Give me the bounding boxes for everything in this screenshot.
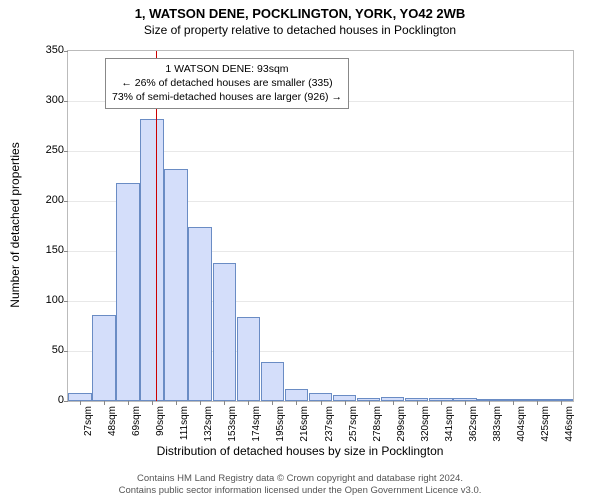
x-tick-label: 446sqm (564, 406, 600, 442)
bar (188, 227, 212, 401)
annotation-line2: ← 26% of detached houses are smaller (33… (112, 76, 342, 90)
bar (140, 119, 164, 401)
footer-attribution: Contains HM Land Registry data © Crown c… (0, 473, 600, 496)
bar (309, 393, 333, 401)
bar (68, 393, 92, 401)
chart-title-sub: Size of property relative to detached ho… (0, 21, 600, 37)
bar (285, 389, 309, 401)
bar (237, 317, 261, 401)
bar (261, 362, 285, 401)
annotation-line3: 73% of semi-detached houses are larger (… (112, 90, 342, 104)
y-tick-label: 250 (30, 144, 64, 156)
annotation-line1: 1 WATSON DENE: 93sqm (112, 62, 342, 76)
chart-title-main: 1, WATSON DENE, POCKLINGTON, YORK, YO42 … (0, 0, 600, 21)
chart-container: 1, WATSON DENE, POCKLINGTON, YORK, YO42 … (0, 0, 600, 500)
y-tick-label: 0 (30, 394, 64, 406)
bar (116, 183, 140, 401)
y-tick-label: 50 (30, 344, 64, 356)
y-tick-label: 150 (30, 244, 64, 256)
x-axis-label: Distribution of detached houses by size … (0, 444, 600, 458)
y-tick-label: 350 (30, 44, 64, 56)
bar (92, 315, 116, 401)
y-tick-label: 200 (30, 194, 64, 206)
y-axis-label: Number of detached properties (8, 50, 22, 400)
y-tick-label: 300 (30, 94, 64, 106)
footer-line2: Contains public sector information licen… (0, 485, 600, 496)
y-tick-label: 100 (30, 294, 64, 306)
footer-line1: Contains HM Land Registry data © Crown c… (0, 473, 600, 484)
bar (213, 263, 237, 401)
annotation-box: 1 WATSON DENE: 93sqm← 26% of detached ho… (105, 58, 349, 109)
bar (164, 169, 188, 401)
